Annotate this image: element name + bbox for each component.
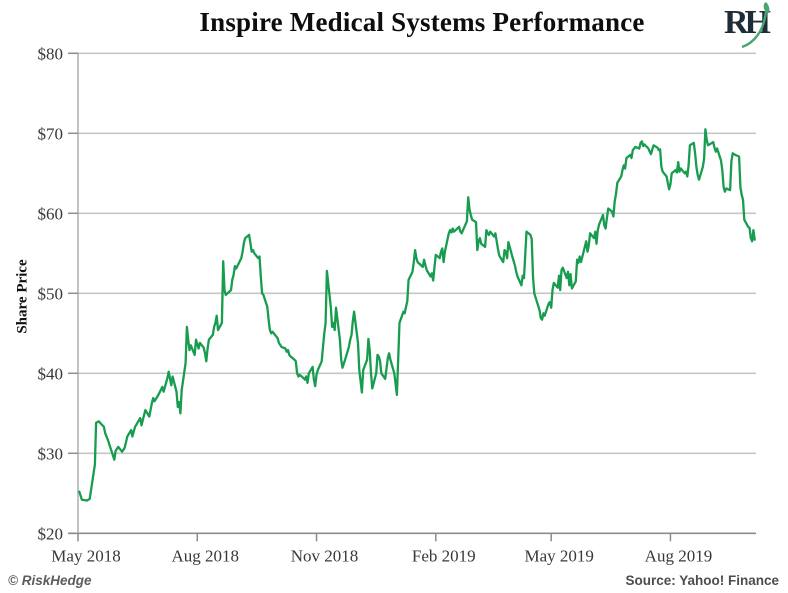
y-tick-label-70: $70	[38, 124, 64, 143]
x-tick-label: Aug 2019	[645, 546, 713, 565]
x-tick-label: Aug 2018	[172, 546, 240, 565]
y-tick-label-40: $40	[38, 364, 64, 383]
y-tick-label-60: $60	[38, 204, 64, 223]
x-tick-label: Nov 2018	[291, 546, 359, 565]
y-tick-label-80: $80	[38, 44, 64, 63]
y-tick-label-50: $50	[38, 284, 64, 303]
x-tick-label: May 2019	[524, 546, 593, 565]
source-text: Source: Yahoo! Finance	[625, 573, 779, 588]
x-tick-label: Feb 2019	[412, 546, 476, 565]
page-title: Inspire Medical Systems Performance	[199, 7, 645, 37]
price-line	[78, 128, 756, 502]
y-tick-label-20: $20	[38, 524, 64, 543]
riskhedge-logo: RH	[724, 2, 780, 50]
sprout-icon	[741, 2, 770, 49]
x-tick-label: May 2018	[51, 546, 120, 565]
copyright-text: © RiskHedge	[8, 573, 92, 588]
y-tick-label-30: $30	[38, 444, 64, 463]
